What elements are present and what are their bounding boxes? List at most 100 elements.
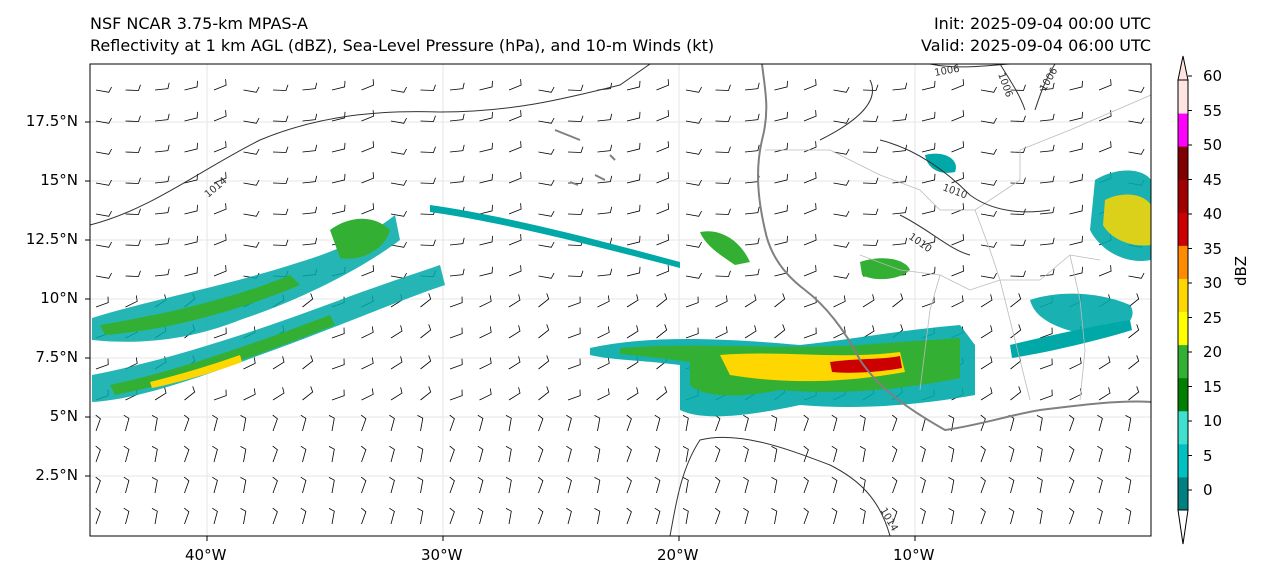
wind-barb [240, 508, 247, 525]
wind-barb [803, 79, 817, 91]
wind-barb [566, 507, 572, 525]
wind-barb [125, 270, 141, 277]
wind-barb [123, 507, 130, 525]
wind-barb [626, 294, 639, 308]
wind-barb [508, 172, 522, 184]
wind-barb [389, 414, 395, 432]
wind-barb [1068, 445, 1075, 463]
wind-barb [389, 445, 395, 463]
wind-barb [360, 445, 367, 463]
wind-barb [95, 86, 112, 93]
wind-barb [1039, 175, 1055, 184]
wind-barb [1128, 148, 1145, 155]
wind-barb [1039, 113, 1055, 122]
wind-barb [859, 415, 866, 432]
wind-barb [389, 476, 395, 494]
wind-barb [1010, 293, 1022, 308]
wind-barb [715, 115, 731, 122]
wind-barb [212, 414, 218, 432]
wind-barb [508, 294, 521, 308]
wind-barb [626, 266, 641, 277]
wind-barb [183, 445, 190, 463]
wind-barb [361, 79, 375, 91]
wind-barb [390, 210, 407, 217]
wind-barb [361, 388, 374, 401]
wind-barb [892, 82, 908, 91]
init-time: Init: 2025-09-04 00:00 UTC [933, 14, 1151, 33]
wind-barb [862, 325, 875, 339]
wind-barb [685, 210, 702, 217]
wind-barb [538, 86, 555, 93]
wind-barb [479, 235, 493, 246]
wind-barb [1098, 265, 1112, 277]
wind-barb [272, 476, 278, 494]
model-title: NSF NCAR 3.75-km MPAS-A [90, 14, 308, 33]
wind-barb [154, 113, 170, 122]
wind-barb [597, 175, 613, 184]
wind-barb [1036, 477, 1043, 494]
wind-barb [212, 445, 218, 463]
wind-barb [1097, 476, 1103, 494]
wind-barb [980, 117, 997, 124]
wind-barb [213, 265, 227, 277]
wind-barb [626, 507, 632, 525]
wind-barb [272, 356, 285, 370]
wind-barb [1128, 272, 1145, 279]
wind-barb [921, 296, 935, 308]
wind-barb [302, 175, 318, 184]
wind-barb [479, 80, 493, 91]
wind-barb [862, 115, 879, 122]
wind-barb [685, 272, 702, 279]
reflectivity-patch-ghana [860, 258, 910, 280]
wind-barb [859, 508, 866, 525]
wind-barb [420, 355, 432, 370]
wind-barb [508, 387, 521, 401]
wind-barb [95, 148, 112, 155]
wind-barb [1039, 206, 1055, 215]
wind-barb [951, 295, 964, 308]
wind-barb [300, 414, 307, 432]
wind-barb [714, 476, 721, 494]
colorbar-segment [1178, 476, 1188, 511]
wind-barb [1098, 387, 1111, 401]
colorbar-tick-label: 55 [1203, 101, 1223, 120]
wind-barb [567, 270, 584, 277]
wind-barb [948, 508, 955, 525]
wind-barb [862, 177, 879, 184]
wind-barb [715, 295, 728, 308]
wind-barb [626, 111, 641, 122]
wind-barb [685, 296, 699, 308]
wind-barb [862, 84, 879, 91]
wind-barb [508, 234, 522, 246]
wind-barb [479, 388, 492, 401]
wind-barb [449, 82, 465, 91]
wind-barb [771, 508, 778, 525]
wind-barb [331, 204, 346, 215]
wind-barb [626, 476, 632, 494]
wind-barb [774, 324, 786, 339]
wind-barb [682, 446, 689, 463]
wind-barb [980, 272, 997, 279]
wind-barb [1069, 357, 1082, 370]
wind-barb [1097, 414, 1103, 432]
wind-barb [420, 115, 436, 122]
wind-barb [803, 507, 809, 525]
wind-barb [921, 111, 936, 122]
wind-barb [538, 117, 555, 124]
wind-barb [626, 414, 632, 432]
wind-barb [95, 117, 112, 124]
country-borders [765, 94, 1152, 401]
colorbar-tick-label: 35 [1203, 239, 1223, 258]
wind-barb [597, 388, 610, 401]
wind-barb [331, 389, 345, 401]
wind-barb [744, 144, 760, 153]
wind-barb [151, 508, 158, 525]
colorbar-title: dBZ [1232, 255, 1250, 286]
wind-barb [123, 414, 130, 432]
wind-barb [151, 446, 158, 463]
wind-barb [892, 144, 908, 153]
wind-barb [921, 80, 936, 91]
wind-barb [95, 476, 101, 494]
wind-barb [685, 117, 702, 124]
wind-barb [420, 386, 432, 401]
